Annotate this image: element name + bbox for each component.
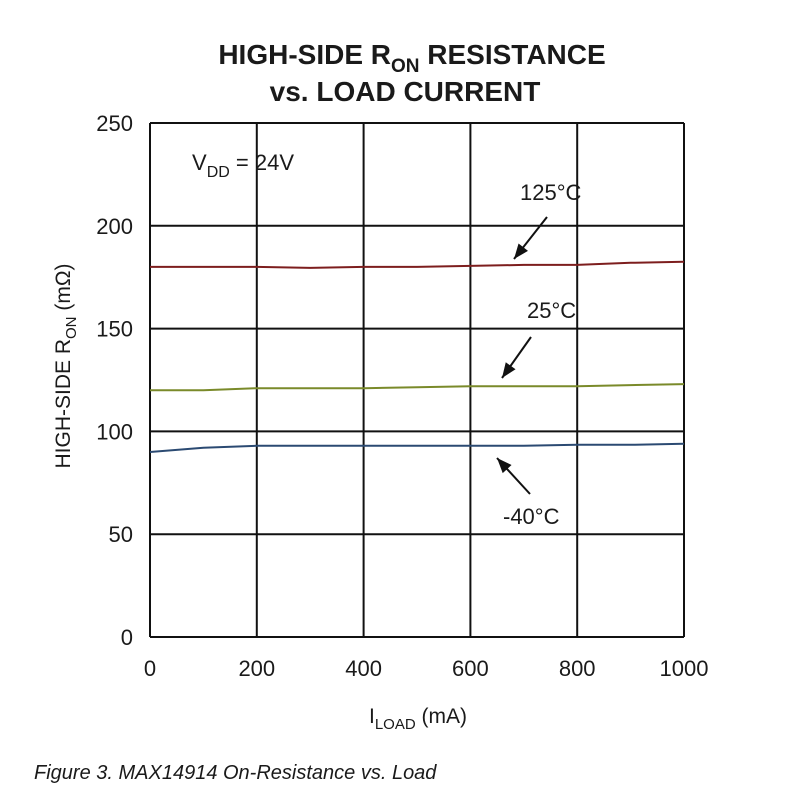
tick-labels: 0 50 100 150 200 250 0 200 400 600 800 1000 [96,111,708,681]
series-lines [149,260,685,453]
x-tick-label-200: 200 [238,656,275,681]
x-tick-label-400: 400 [345,656,382,681]
arrow-minus40c-head [497,458,512,474]
series-line-0 [150,260,685,269]
y-axis-label: HIGH-SIDE RON (mΩ) [52,263,80,468]
series-line-1 [150,383,685,392]
series-label-25c: 25°C [527,298,576,323]
arrow-125c-head [514,243,528,259]
y-tick-label-150: 150 [96,317,133,342]
arrow-25c-head [502,362,516,378]
chart-title-line2: vs. LOAD CURRENT [270,76,541,107]
figure-caption: Figure 3. MAX14914 On-Resistance vs. Loa… [34,762,437,784]
y-tick-label-50: 50 [109,522,133,547]
grid [149,122,685,638]
x-tick-label-0: 0 [144,656,156,681]
x-axis-label: ILOAD (mA) [369,705,467,733]
y-tick-label-100: 100 [96,419,133,444]
series-label-minus40c: -40°C [503,504,560,529]
condition-label: VDD = 24V [192,150,294,181]
annotation-arrows [496,216,548,495]
x-tick-label-1000: 1000 [660,656,709,681]
y-tick-label-250: 250 [96,111,133,136]
series-line-2 [149,442,685,453]
y-tick-label-200: 200 [96,214,133,239]
x-tick-label-800: 800 [559,656,596,681]
chart-title-line1: HIGH-SIDE RON RESISTANCE [218,39,605,77]
series-label-125c: 125°C [520,180,582,205]
y-tick-label-0: 0 [121,625,133,650]
x-tick-label-600: 600 [452,656,489,681]
